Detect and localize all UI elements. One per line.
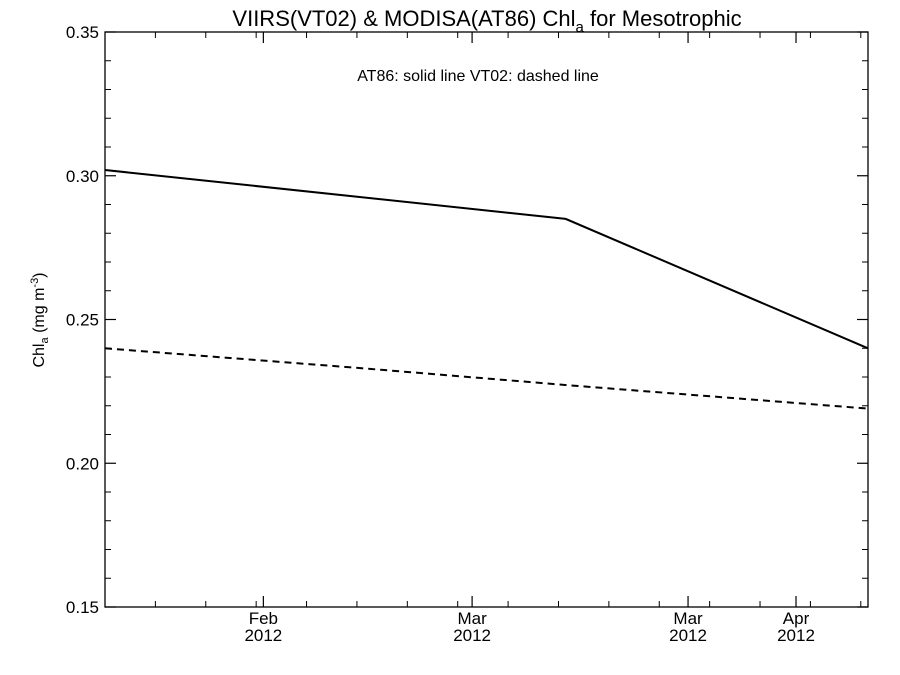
y-tick-label: 0.20 [66,454,99,473]
y-tick-label: 0.15 [66,598,99,617]
series-line-solid [104,169,869,350]
chart-title: VIIRS(VT02) & MODISA(AT86) Chla for Meso… [232,6,741,36]
y-axis-label: Chla (mg m-3) [29,272,51,367]
x-tick-label-month: Feb [249,609,278,628]
y-tick-label: 0.35 [66,23,99,42]
x-tick-label-year: 2012 [777,626,815,645]
plot-frame [104,31,869,608]
legend-annotation: AT86: solid line VT02: dashed line [357,68,599,85]
x-tick-label-month: Apr [783,609,810,628]
x-tick-label-year: 2012 [453,626,491,645]
y-tick-label: 0.30 [66,167,99,186]
x-tick-label-month: Mar [457,609,487,628]
x-tick-label-year: 2012 [669,626,707,645]
plot-area: 0.150.200.250.300.35Feb2012Mar2012Mar201… [66,23,869,645]
x-tick-label-month: Mar [673,609,703,628]
x-tick-label-year: 2012 [244,626,282,645]
y-tick-label: 0.25 [66,311,99,330]
series-line-dashed [104,347,869,410]
